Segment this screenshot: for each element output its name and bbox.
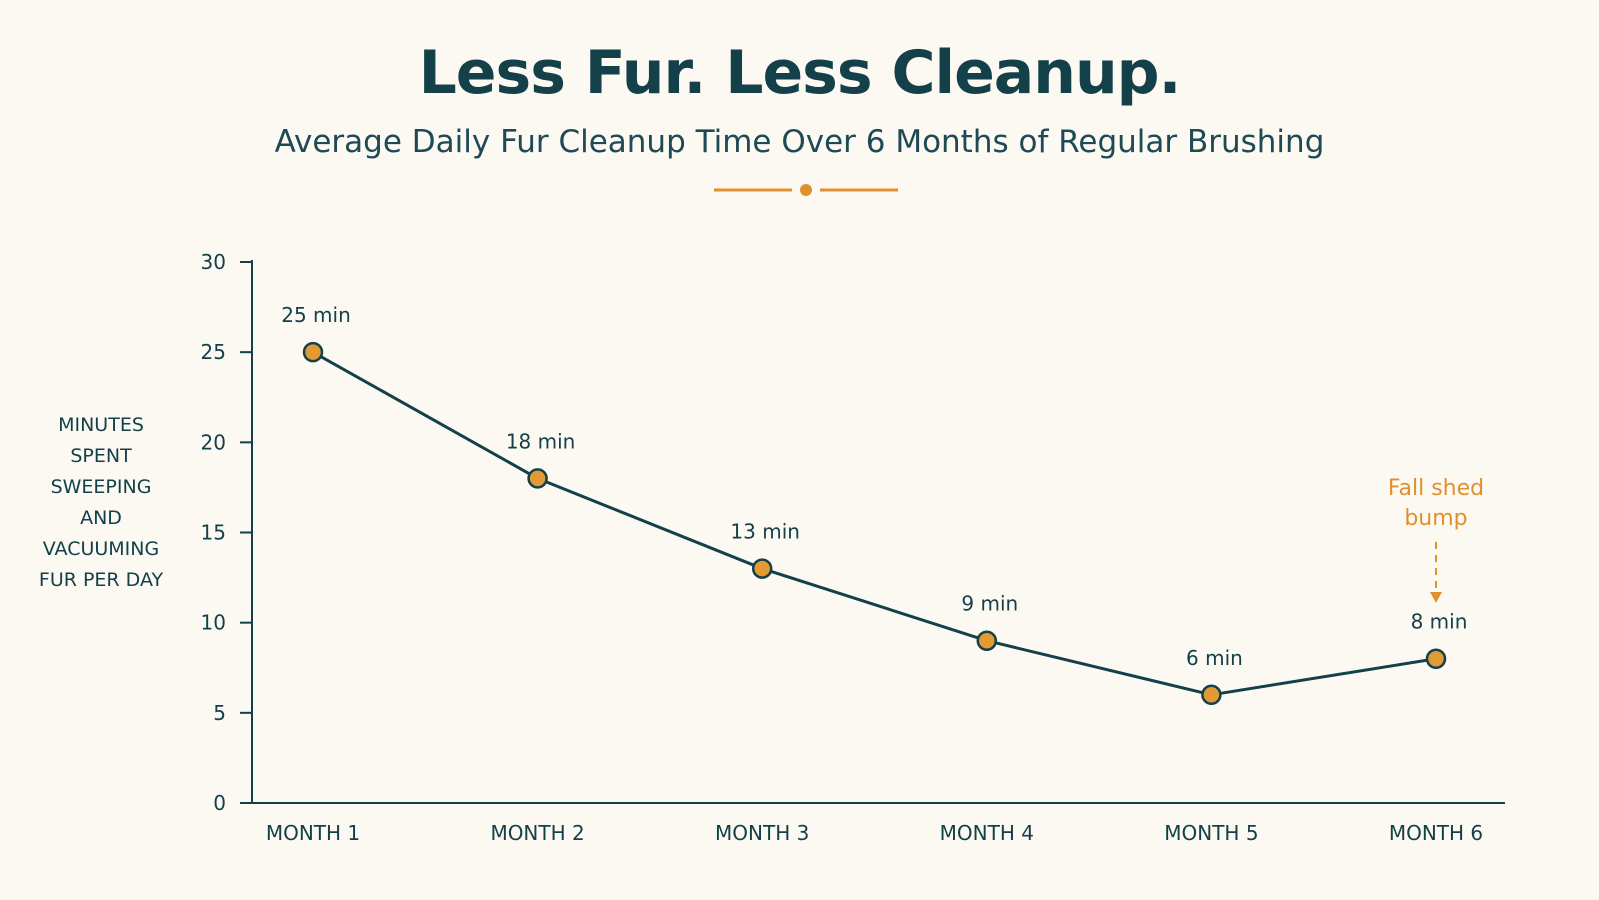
data-label: 13 min [730,520,800,544]
annotation-arrow-head [1430,592,1442,603]
y-tick-label: 5 [213,701,226,725]
data-label: 25 min [281,303,351,327]
x-tick-label: MONTH 3 [715,821,809,845]
data-point [1425,648,1447,669]
y-ticks: 0 5 10 15 20 25 30 [201,250,252,815]
data-point [1201,684,1222,706]
y-axis-label-line: MINUTES [58,414,144,436]
y-axis-label-line: FUR PER DAY [38,569,164,591]
y-tick-label: 10 [201,611,226,635]
divider-dot [800,184,812,196]
x-tick-label: MONTH 4 [940,821,1034,845]
series-polyline [312,350,1437,697]
annotation-text: Fall shed [1388,476,1484,501]
y-tick-label: 30 [201,250,226,274]
x-tick-label: MONTH 5 [1164,821,1258,845]
data-labels: 25 min 18 min 13 min 9 min 6 min 8 min [281,303,1467,670]
data-point [976,630,998,651]
x-tick-label: MONTH 2 [490,821,584,845]
data-points [302,341,1447,706]
x-tick-label: MONTH 6 [1389,821,1483,845]
annotation-text: bump [1404,506,1467,531]
data-point [751,558,773,579]
y-axis-label-line: SWEEPING [50,476,152,498]
title-divider [714,184,898,196]
data-point [527,468,548,489]
y-axis-label: MINUTES SPENT SWEEPING AND VACUUMING FUR… [26,410,176,596]
y-tick-label: 0 [213,791,226,815]
chart-subtitle: Average Daily Fur Cleanup Time Over 6 Mo… [274,124,1325,160]
x-tick-label: MONTH 1 [266,821,360,845]
data-label: 6 min [1186,646,1243,670]
data-label: 9 min [961,592,1018,616]
y-tick-label: 15 [201,521,226,545]
x-ticks: MONTH 1 MONTH 2 MONTH 3 MONTH 4 MONTH 5 MONTH… [266,821,1483,845]
data-label: 8 min [1411,610,1468,634]
chart-title: Less Fur. Less Cleanup. [418,38,1182,108]
annotations: Fall shed bump [1388,476,1484,603]
y-tick-label: 25 [201,340,226,364]
axes [240,260,1505,804]
y-tick-label: 20 [201,430,226,454]
data-point [302,341,324,363]
series-line [312,350,1437,697]
y-axis-label-line: AND [80,507,122,529]
data-label: 18 min [506,429,576,453]
y-axis-label-line: VACUUMING [42,538,160,560]
y-axis-label-line: SPENT [70,445,132,467]
